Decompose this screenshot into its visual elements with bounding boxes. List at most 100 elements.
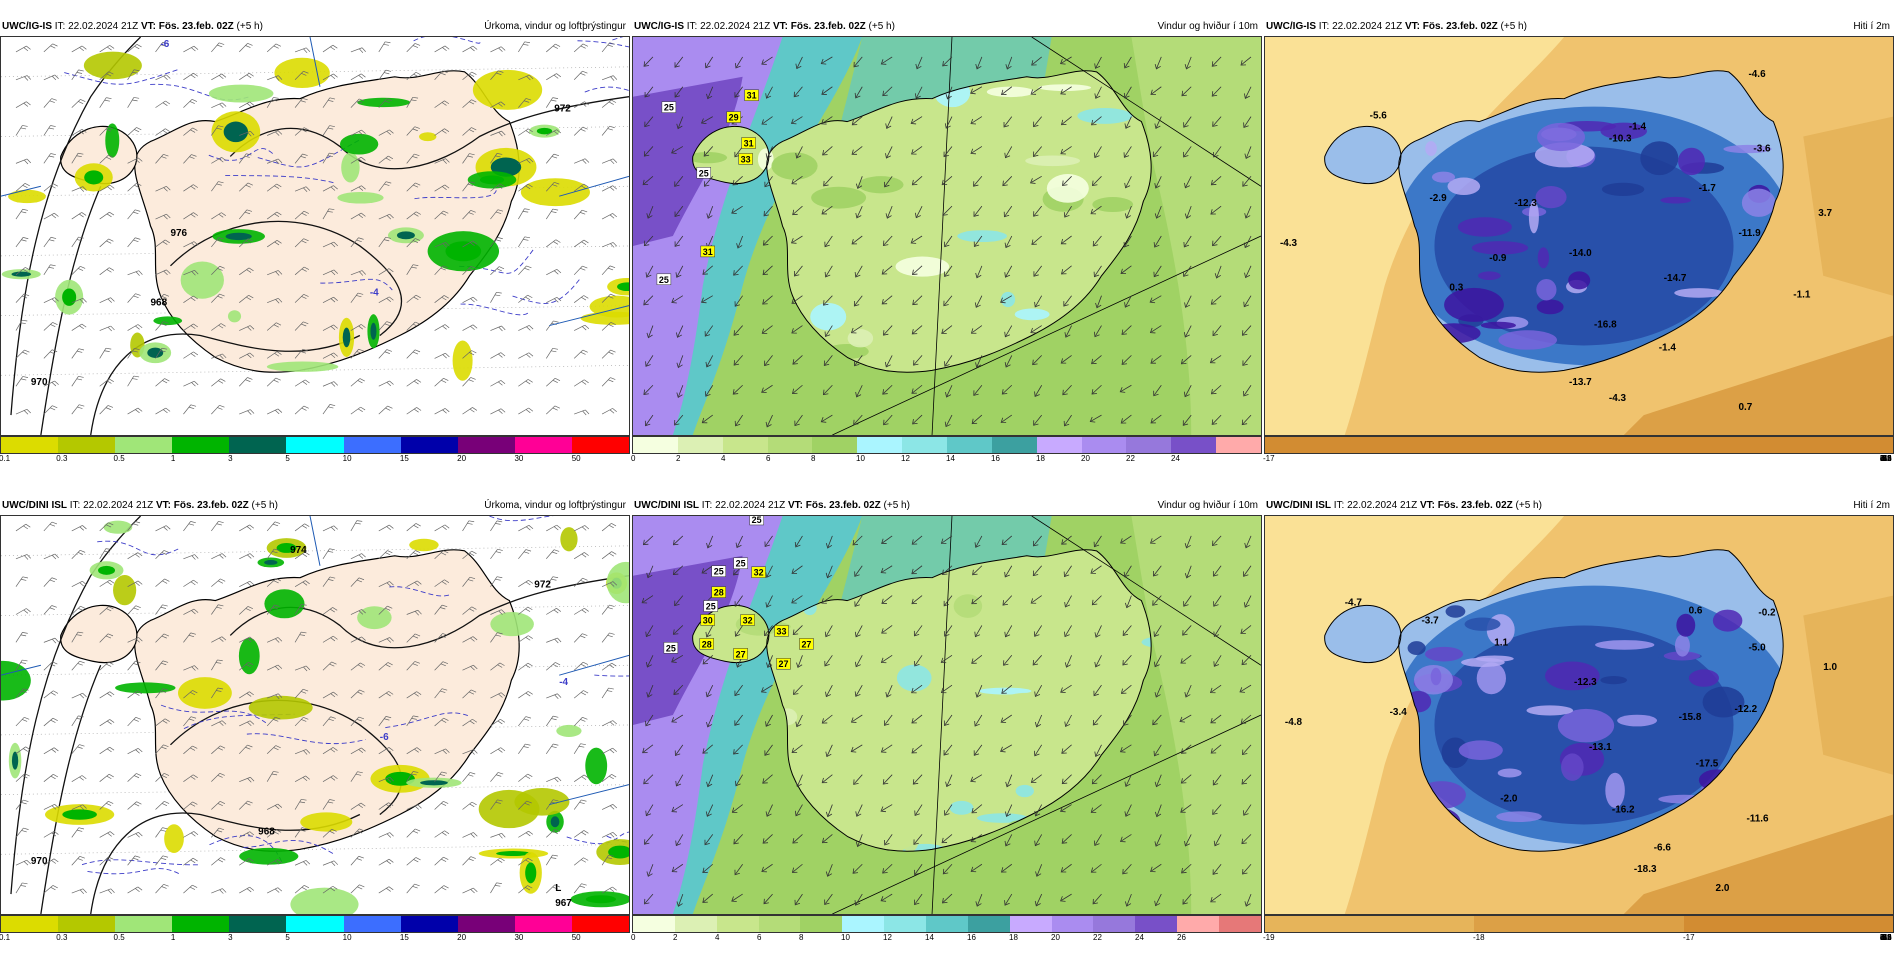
temperature-label: 0.7	[1738, 402, 1752, 413]
valid-time: VT: Fös. 23.feb. 02Z	[787, 500, 881, 511]
contour-label: -4	[370, 288, 379, 299]
model-name: UWC/IG-IS	[634, 21, 684, 32]
panel-header: UWC/IG-IS IT: 22.02.2024 21Z VT: Fös. 23…	[0, 18, 630, 36]
scale-tick-label: -6	[1880, 454, 1888, 463]
contour-label: 968	[258, 826, 275, 837]
temperature-label: 0.3	[1449, 283, 1463, 294]
color-scale-bar	[0, 436, 630, 454]
temperature-label: -4.3	[1609, 393, 1627, 404]
contour-label: 972	[554, 104, 571, 115]
temperature-label: -0.9	[1489, 253, 1507, 264]
scale-tick-label: -19	[1263, 933, 1275, 942]
model-name: UWC/DINI ISL	[1266, 500, 1331, 511]
panel-header: UWC/DINI ISL IT: 22.02.2024 21Z VT: Fös.…	[0, 497, 630, 515]
color-scale-segment	[286, 916, 344, 932]
color-scale-segment	[857, 437, 903, 453]
color-scale-segment	[571, 916, 630, 932]
color-scale-ticks: 0 2 4 6 8 10 12 14 16 18 20 22 24 26	[631, 933, 1262, 947]
color-scale-segment	[674, 916, 717, 932]
color-scale-segment	[1683, 916, 1893, 932]
gust-label: 25	[664, 103, 674, 113]
map-canvas: 25 25 25 32 28 25 30 32 33 28 27 27 27 25	[633, 516, 1261, 914]
gust-label: 31	[744, 138, 754, 148]
scale-tick-label: 4	[1880, 933, 1885, 942]
scale-tick-label: -8	[1880, 454, 1888, 463]
scale-tick-label: 26	[1177, 933, 1186, 942]
temperature-label: -3.4	[1390, 707, 1408, 718]
gust-label: 25	[714, 567, 724, 577]
scale-tick-label: 6	[766, 454, 771, 463]
scale-tick-label: 12	[901, 454, 910, 463]
temperature-label: 1.0	[1823, 662, 1837, 673]
scale-tick-label: 6	[757, 933, 762, 942]
model-name: UWC/IG-IS	[1266, 21, 1316, 32]
contour-label: -4	[559, 677, 568, 688]
scale-tick-label: -11	[1880, 454, 1891, 463]
forecast-map: 25 25 25 32 28 25 30 32 33 28 27 27 27 25	[632, 515, 1262, 915]
scale-tick-label: 10	[856, 454, 865, 463]
scale-tick-label: -9	[1880, 454, 1888, 463]
scale-tick-label: -2	[1880, 454, 1888, 463]
valid-time: VT: Fös. 23.feb. 02Z	[1404, 21, 1498, 32]
temperature-label: 0.6	[1689, 606, 1703, 617]
scale-tick-label: 2	[676, 454, 681, 463]
color-scale-segment	[767, 437, 813, 453]
temperature-label: -16.8	[1594, 320, 1617, 331]
scale-tick-label: 14	[925, 933, 934, 942]
panel-run-info: UWC/IG-IS IT: 22.02.2024 21Z VT: Fös. 23…	[2, 18, 263, 36]
gust-label: 29	[729, 113, 739, 123]
scale-tick-label: -18	[1473, 933, 1485, 942]
scale-tick-label: -2	[1880, 933, 1888, 942]
scale-tick-label: 18	[1036, 454, 1045, 463]
scale-tick-label: 16	[991, 454, 1000, 463]
scale-tick-label: 3	[228, 454, 233, 463]
forecast-map: -5.6 -4.6 -10.3 -1.4 -3.6 -2.9 -12.3 -1.7 3.7 -4.…	[1264, 36, 1894, 436]
temperature-label: -5.0	[1748, 642, 1766, 653]
field-title: Hiti í 2m	[1853, 500, 1890, 511]
scale-tick-label: 0.5	[113, 454, 125, 463]
map-canvas: -4.7 -3.7 0.6 -0.2 1.1 -5.0 1.0 -12.3 -3.4 -15.8 -…	[1265, 516, 1893, 914]
init-time: IT: 22.02.2024 21Z	[684, 21, 773, 32]
temperature-label: -1.1	[1793, 290, 1811, 301]
scale-tick-label: 12	[883, 933, 892, 942]
forecast-map: 974 972 968 970 -6 -4 L 967	[0, 515, 630, 915]
contour-label: 967	[555, 898, 572, 909]
panel-header: UWC/IG-IS IT: 22.02.2024 21Z VT: Fös. 23…	[1264, 18, 1894, 36]
scale-tick-label: 0.1	[0, 933, 11, 942]
color-scale-segment	[229, 916, 287, 932]
scale-tick-label: -4	[1880, 454, 1888, 463]
color-scale-segment	[1216, 437, 1262, 453]
scale-tick-label: 0	[631, 454, 636, 463]
gust-label: 31	[703, 247, 713, 257]
panel-header: UWC/DINI ISL IT: 22.02.2024 21Z VT: Fös.…	[632, 497, 1262, 515]
gust-label: 31	[747, 91, 757, 101]
contour-label: 970	[31, 856, 48, 867]
color-scale-segment	[716, 916, 759, 932]
scale-tick-label: 14	[946, 454, 955, 463]
color-scale-segment	[1219, 916, 1261, 932]
scale-tick-label: 24	[1135, 933, 1144, 942]
temperature-label: -1.4	[1629, 122, 1647, 133]
color-scale-segment	[1093, 916, 1136, 932]
temperature-label: 1.1	[1494, 637, 1508, 648]
color-scale-ticks: -19 -18 -17 -16 -15 -14 -13 -12 -11 -10 -9 -8 -7 -6 -5…	[1263, 933, 1894, 947]
init-time: IT: 22.02.2024 21Z	[52, 21, 141, 32]
gust-label: 27	[736, 649, 746, 659]
scale-tick-label: 50	[571, 454, 581, 463]
forecast-panel-p1: UWC/IG-IS IT: 22.02.2024 21Z VT: Fös. 23…	[0, 18, 630, 478]
color-scale-segment	[1474, 916, 1684, 932]
scale-tick-label: -15	[1880, 933, 1892, 942]
scale-tick-label: -16	[1880, 454, 1892, 463]
color-scale-segment	[812, 437, 858, 453]
scale-tick-label: 0	[631, 933, 636, 942]
field-title: Úrkoma, vindur og loftþrýstingur	[484, 21, 626, 32]
panel-run-info: UWC/IG-IS IT: 22.02.2024 21Z VT: Fös. 23…	[1266, 18, 1527, 36]
color-scale-segment	[1, 916, 59, 932]
temperature-label: 2.0	[1716, 883, 1730, 894]
temperature-label: -3.6	[1753, 143, 1771, 154]
scale-tick-label: 30	[514, 454, 524, 463]
contour-label: -6	[380, 732, 389, 743]
scale-tick-label: -12	[1880, 454, 1892, 463]
scale-tick-label: 0.3	[56, 933, 68, 942]
scale-tick-label: 20	[457, 454, 467, 463]
